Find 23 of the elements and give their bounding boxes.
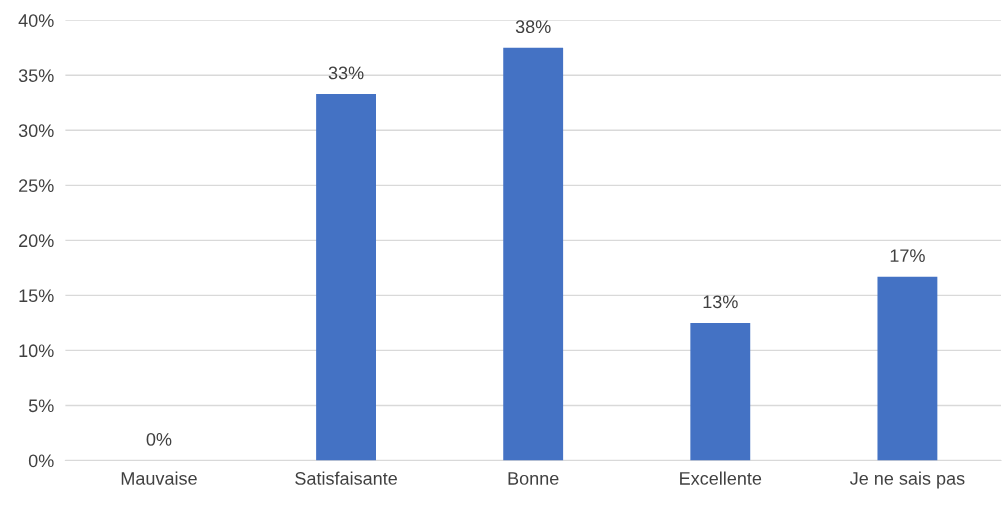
bar — [503, 47, 564, 461]
y-tick-label: 0% — [28, 454, 54, 468]
data-label: 38% — [515, 20, 551, 34]
y-tick-label: 25% — [19, 179, 54, 193]
bar — [316, 93, 376, 461]
x-tick-label: Satisfaisante — [295, 471, 397, 485]
y-tick-label: 5% — [28, 399, 54, 413]
data-label: 13% — [703, 295, 738, 309]
data-label: 33% — [328, 66, 364, 80]
y-tick-label: 40% — [18, 14, 54, 27]
x-tick-label: Je ne sais pas — [849, 471, 965, 489]
data-label: 17% — [890, 249, 925, 262]
x-tick-label: Excellente — [680, 471, 762, 485]
y-tick-label: 30% — [18, 124, 54, 138]
x-tick-label: Mauvaise — [121, 471, 197, 485]
bar — [877, 276, 938, 461]
data-label: 0% — [146, 432, 172, 446]
y-tick-label: 10% — [19, 344, 54, 358]
y-tick-label: 15% — [19, 289, 54, 303]
x-tick-label: Bonne — [508, 472, 559, 485]
bar — [690, 322, 751, 461]
y-tick-label: 35% — [18, 69, 54, 82]
y-tick-label: 20% — [19, 234, 54, 248]
